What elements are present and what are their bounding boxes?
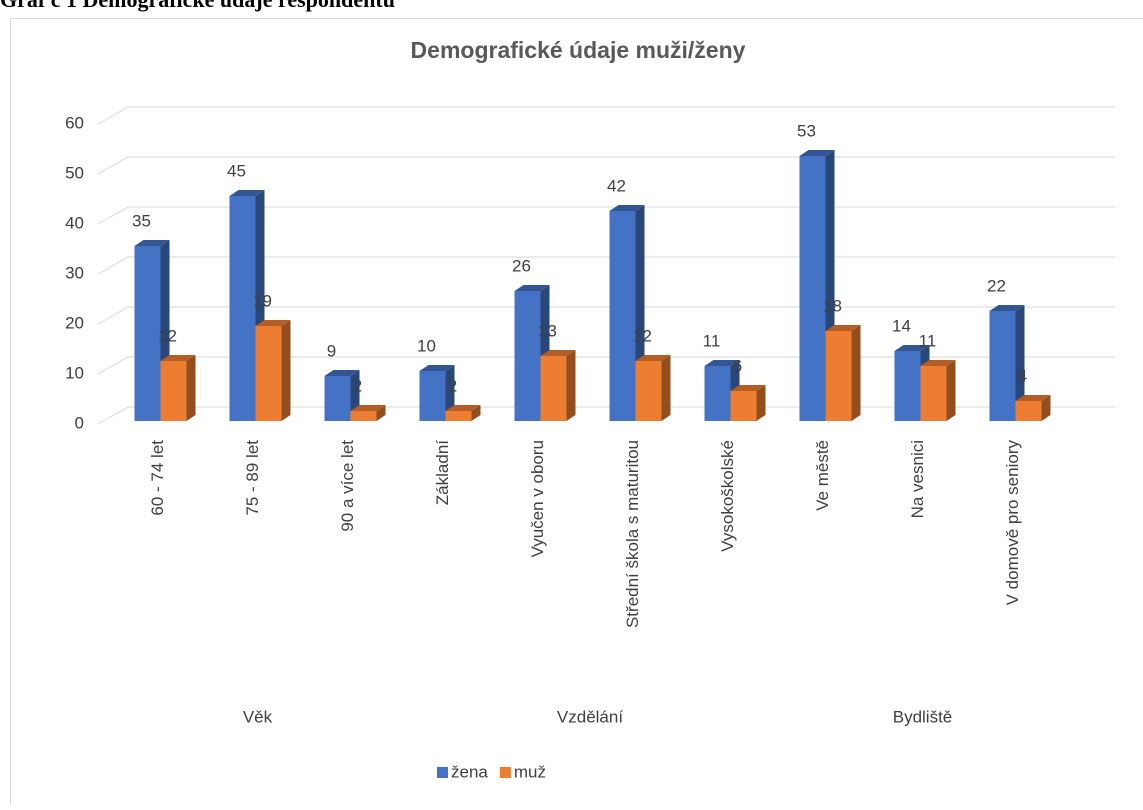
bar-face <box>567 350 576 421</box>
bar <box>826 325 861 421</box>
bar-face <box>852 325 861 421</box>
data-label: 14 <box>892 316 911 335</box>
bar-face <box>990 311 1016 421</box>
x-tick-label: Ve městě <box>813 440 832 511</box>
data-label: 53 <box>797 121 816 140</box>
bar-face <box>161 361 187 421</box>
bar-face <box>446 411 472 421</box>
bar-face <box>541 356 567 421</box>
data-label: 2 <box>353 376 362 395</box>
bar-face <box>895 351 921 421</box>
bar <box>636 355 671 421</box>
bar <box>256 320 291 421</box>
y-tick-label: 0 <box>75 413 84 432</box>
legend-swatch <box>500 767 511 778</box>
data-label: 11 <box>919 331 937 350</box>
bar-face <box>705 366 731 421</box>
y-tick-label: 60 <box>65 113 84 132</box>
data-label: 18 <box>823 296 842 315</box>
bar-face <box>1016 401 1042 421</box>
bar-face <box>420 371 446 421</box>
x-tick-label: Na vesnici <box>908 440 927 518</box>
x-tick-label: Základní <box>433 440 452 505</box>
y-tick-label: 30 <box>65 263 84 282</box>
x-tick-label: Střední škola s maturitou <box>623 440 642 628</box>
bar <box>1016 395 1051 421</box>
data-label: 9 <box>327 341 336 360</box>
bar-face <box>230 196 256 421</box>
data-label: 2 <box>448 376 457 395</box>
data-label: 12 <box>158 326 177 345</box>
data-label: 13 <box>538 321 557 340</box>
legend-label: žena <box>451 762 488 781</box>
legend-swatch <box>437 767 448 778</box>
bar <box>541 350 576 421</box>
chart-title: Demografické údaje muži/ženy <box>411 37 746 63</box>
y-tick-label: 50 <box>65 163 84 182</box>
bar-face <box>282 320 291 421</box>
y-tick-label: 40 <box>65 213 84 232</box>
bar-face <box>351 411 377 421</box>
bar-face <box>947 360 956 421</box>
bar-face <box>636 361 662 421</box>
x-tick-label: 60 - 74 let <box>148 440 167 516</box>
y-tick-label: 10 <box>65 363 84 382</box>
bar-face <box>256 326 282 421</box>
group-label: Věk <box>243 707 273 726</box>
bar-face <box>800 156 826 421</box>
data-label: 4 <box>1018 366 1027 385</box>
legend-label: muž <box>514 762 546 781</box>
x-tick-label: 90 a více let <box>338 440 357 532</box>
y-tick-label: 20 <box>65 313 84 332</box>
data-label: 10 <box>417 336 436 355</box>
bar-face <box>826 331 852 421</box>
bar-face <box>515 291 541 421</box>
data-label: 42 <box>607 176 626 195</box>
bar-face <box>731 391 757 421</box>
bar-face <box>187 355 196 421</box>
bar-face <box>662 355 671 421</box>
bar <box>161 355 196 421</box>
x-tick-label: Vysokoškolské <box>718 440 737 552</box>
data-label: 11 <box>703 331 721 350</box>
bar-face <box>757 385 766 421</box>
x-tick-label: V domově pro seniory <box>1003 440 1022 606</box>
bar-face <box>325 376 351 421</box>
bar <box>731 385 766 421</box>
bar <box>921 360 956 421</box>
data-label: 45 <box>227 161 246 180</box>
x-tick-label: 75 - 89 let <box>243 440 262 516</box>
group-label: Bydliště <box>893 707 953 726</box>
x-tick-label: Vyučen v oboru <box>528 440 547 558</box>
data-label: 35 <box>132 211 151 230</box>
data-label: 19 <box>253 291 272 310</box>
group-label: Vzdělání <box>557 707 623 726</box>
data-label: 12 <box>633 326 652 345</box>
bar-face <box>135 246 161 421</box>
data-label: 26 <box>512 256 531 275</box>
bar-face <box>921 366 947 421</box>
data-label: 6 <box>733 356 742 375</box>
heading: Graf č 1 Demografické údaje respondentů <box>0 0 395 12</box>
bar-face <box>610 211 636 421</box>
data-label: 22 <box>987 276 1006 295</box>
